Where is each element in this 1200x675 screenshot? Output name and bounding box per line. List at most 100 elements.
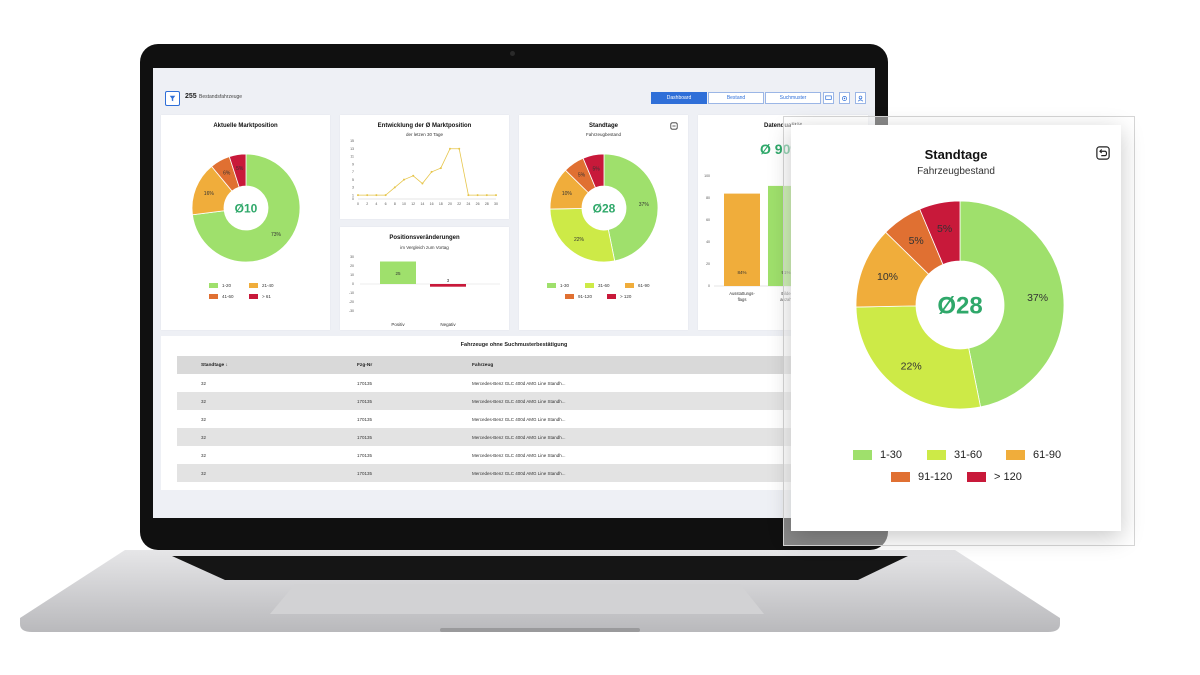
vehicle-count: 255 bbox=[185, 93, 197, 100]
pie-data-label: 5% bbox=[578, 173, 586, 179]
legend-label: 31-60 bbox=[598, 283, 610, 288]
y-tick-label: 3 bbox=[352, 186, 354, 190]
table-row[interactable]: 32 170135 Mercedes-Benz GLC 400d AMG Line … bbox=[177, 428, 867, 446]
x-tick-label: 30 bbox=[494, 202, 498, 206]
line-point bbox=[495, 194, 497, 197]
legend-item: 1-20 bbox=[209, 283, 231, 288]
pie-slice[interactable] bbox=[228, 153, 247, 188]
x-tick-label: 12 bbox=[411, 202, 415, 206]
y-tick-label: 0 bbox=[352, 282, 354, 286]
pie-slice[interactable] bbox=[582, 153, 605, 189]
legend-swatch bbox=[249, 294, 258, 299]
popup-standtage-donut: 37% 22% 10% 5% 5% Ø28 bbox=[855, 200, 1065, 410]
legend-swatch bbox=[565, 294, 574, 299]
monitor-button[interactable] bbox=[823, 92, 834, 104]
pie-data-label: 10% bbox=[562, 191, 573, 197]
table-title: Fahrzeuge ohne Suchmusterbestätigung bbox=[460, 342, 568, 348]
line-point bbox=[366, 194, 369, 197]
line-point bbox=[458, 147, 461, 150]
x-tick-label: 4 bbox=[375, 202, 377, 206]
line-point bbox=[421, 182, 424, 185]
y-tick-label: 13 bbox=[350, 147, 354, 151]
legend-item: 31-60 bbox=[585, 283, 610, 288]
legend-swatch bbox=[1006, 450, 1025, 460]
legend-label: 41-60 bbox=[222, 294, 234, 299]
card-title: Standtage bbox=[588, 123, 618, 129]
legend-item: > 120 bbox=[607, 294, 631, 299]
pie-data-label: 5% bbox=[592, 167, 600, 173]
table-row[interactable]: 32 170135 Mercedes-Benz GLC 400d AMG Line … bbox=[177, 374, 867, 392]
y-tick-label: 5 bbox=[352, 178, 354, 182]
collapse-icon[interactable] bbox=[1096, 146, 1110, 160]
pie-data-label: 5% bbox=[236, 166, 244, 172]
cell-standtage: 32 bbox=[201, 380, 207, 386]
y-tick-label: -30 bbox=[349, 309, 354, 313]
filter-button[interactable] bbox=[165, 91, 180, 106]
legend-label: 31-60 bbox=[954, 449, 983, 461]
line-point bbox=[430, 170, 433, 173]
tab-suchmuster[interactable]: Suchmuster bbox=[765, 92, 821, 104]
table-row[interactable]: 32 170135 Mercedes-Benz GLC 400d AMG Line … bbox=[177, 410, 867, 428]
pie-slice[interactable] bbox=[919, 200, 961, 265]
cell-fzg-nr: 170135 bbox=[357, 398, 373, 404]
x-tick-label: 6 bbox=[385, 202, 387, 206]
x-tick-label: 0 bbox=[357, 202, 359, 206]
table-row[interactable]: 32 170135 Mercedes-Benz GLC 400d AMG Line … bbox=[177, 446, 867, 464]
card-subtitle: der letzen 30 Tage bbox=[406, 132, 443, 137]
cell-fahrzeug: Mercedes-Benz GLC 400d AMG Line Standh..… bbox=[472, 434, 566, 440]
legend-label: 61-90 bbox=[1033, 449, 1062, 461]
line-point bbox=[412, 174, 415, 177]
x-tick-label: 8 bbox=[394, 202, 396, 206]
pie-slice[interactable] bbox=[855, 305, 982, 410]
pie-data-label: 22% bbox=[574, 237, 585, 243]
y-tick-label: 20 bbox=[350, 264, 354, 268]
pie-slice[interactable] bbox=[191, 153, 301, 263]
line-point bbox=[384, 194, 387, 197]
settings-button[interactable] bbox=[839, 92, 850, 104]
legend-item: 91-120 bbox=[891, 471, 952, 483]
card-title: Datenqualität bbox=[698, 123, 868, 129]
expand-icon[interactable] bbox=[670, 122, 678, 130]
cell-fzg-nr: 170135 bbox=[357, 380, 373, 386]
column-header-fahrzeug[interactable]: Fahrzeug bbox=[472, 362, 494, 368]
laptop-base bbox=[20, 550, 1060, 632]
line-point bbox=[403, 178, 405, 181]
line-point bbox=[467, 194, 470, 197]
pie-slice[interactable] bbox=[603, 153, 659, 262]
y-tick-label: 15 bbox=[350, 139, 354, 143]
tab-bestand[interactable]: Bestand bbox=[708, 92, 764, 104]
legend-swatch bbox=[209, 294, 218, 299]
column-header-standtage[interactable]: Standtage ↓ bbox=[201, 362, 228, 368]
x-tick-label: Negativ bbox=[440, 322, 456, 327]
donut-center-value: Ø10 bbox=[235, 201, 258, 215]
y-tick-label: 20 bbox=[706, 262, 710, 266]
y-tick-label: -10 bbox=[349, 291, 354, 295]
pie-data-label: 5% bbox=[937, 223, 952, 235]
pie-slice[interactable] bbox=[959, 200, 1065, 408]
table-header: Standtage ↓ Fzg-Nr Fahrzeug bbox=[177, 356, 867, 374]
tab-dashboard[interactable]: Dashboard bbox=[651, 92, 707, 104]
y-tick-label: 60 bbox=[706, 218, 710, 222]
column-header-fzg-nr[interactable]: Fzg-Nr bbox=[357, 362, 373, 368]
cell-standtage: 32 bbox=[201, 416, 207, 422]
table-row[interactable]: 32 170135 Mercedes-Benz GLC 400d AMG Line … bbox=[177, 464, 867, 482]
bar[interactable] bbox=[380, 261, 416, 285]
cell-standtage: 32 bbox=[201, 470, 207, 476]
bar-data-label: 25 bbox=[395, 271, 401, 276]
legend-label: 91-120 bbox=[578, 294, 593, 299]
pie-slice[interactable] bbox=[549, 208, 616, 263]
pie-data-label: 37% bbox=[639, 202, 650, 208]
legend-label: 1-20 bbox=[222, 283, 232, 288]
bar[interactable] bbox=[724, 193, 760, 286]
y-tick-label: 11 bbox=[350, 155, 354, 159]
cell-fahrzeug: Mercedes-Benz GLC 400d AMG Line Standh..… bbox=[472, 380, 566, 386]
bar[interactable] bbox=[430, 284, 466, 287]
card-subtitle: Fahrzeugbestand bbox=[585, 132, 622, 137]
y-tick-label: 100 bbox=[704, 174, 710, 178]
legend-item: 91-120 bbox=[565, 294, 592, 299]
cell-standtage: 32 bbox=[201, 434, 207, 440]
y-tick-label: -20 bbox=[349, 300, 354, 304]
user-button[interactable] bbox=[855, 92, 866, 104]
table-row[interactable]: 32 170135 Mercedes-Benz GLC 400d AMG Line … bbox=[177, 392, 867, 410]
legend-swatch bbox=[967, 472, 986, 482]
